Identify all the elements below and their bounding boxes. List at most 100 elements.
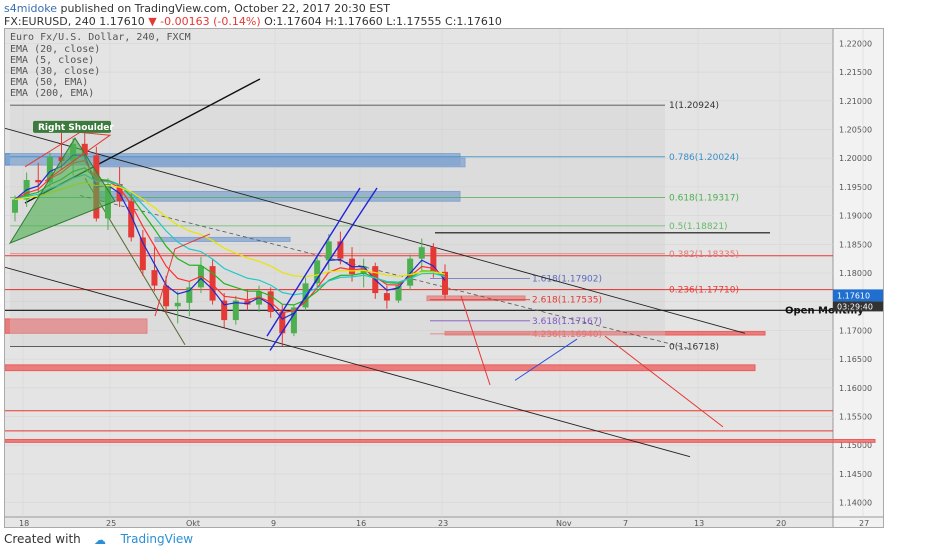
price-zone: [444, 331, 766, 336]
x-tick-label: 13: [694, 519, 704, 527]
fib-level-label: 0.786(1.20024): [669, 153, 739, 163]
symbol-price: FX:EURUSD, 240 1.17610: [4, 15, 145, 28]
y-tick-label: 1.14000: [839, 499, 872, 508]
y-tick-label: 1.18500: [839, 240, 872, 249]
y-tick-label: 1.15000: [839, 441, 872, 450]
legend-symbol: Euro Fx/U.S. Dollar, 240, FXCM: [10, 32, 191, 43]
publisher-line: s4midoke published on TradingView.com, O…: [4, 2, 390, 15]
y-tick-label: 1.18000: [839, 269, 872, 278]
fib-level-label: 0(1.16718): [669, 343, 719, 353]
tradingview-brand[interactable]: TradingView: [120, 532, 194, 546]
price-tag: [833, 289, 883, 302]
candle-body: [139, 237, 146, 271]
pattern-outline: [24, 131, 112, 182]
y-tick-label: 1.20000: [839, 154, 872, 163]
candle-body: [163, 285, 170, 307]
y-tick-label: 1.14500: [839, 470, 872, 479]
chart-panel[interactable]: 1.22000 1.21500 1.21000 1.20500 1.20000 1.195…: [4, 28, 884, 528]
candle-body: [128, 201, 135, 238]
candle-body: [383, 293, 390, 301]
y-tick-label: 1.19500: [839, 183, 872, 192]
x-tick-label: 23: [438, 519, 448, 527]
candle-body: [430, 247, 437, 272]
fib-level-label: 0.5(1.18821): [669, 222, 728, 232]
candle-body: [418, 247, 425, 259]
price-tag-label: 1.17610: [837, 291, 870, 300]
publisher-text: published on TradingView.com, October 22…: [56, 2, 390, 15]
candle-body: [395, 285, 402, 301]
candle-body: [442, 271, 448, 295]
candle-body: [35, 179, 42, 183]
y-tick-label: 1.20500: [839, 125, 872, 134]
rising-line: [266, 187, 361, 337]
x-tick-label: Nov: [556, 519, 572, 527]
candle-body: [325, 241, 332, 261]
legend-ema-5: EMA (5, close): [10, 55, 95, 66]
price-zone: [99, 157, 466, 168]
price-zone: [426, 295, 526, 302]
pattern-triangle: [8, 137, 116, 245]
x-tick-label: 18: [19, 519, 29, 527]
price-change: ▼ -0.00163 (-0.14%): [148, 15, 261, 28]
symbol-line: FX:EURUSD, 240 1.17610 ▼ -0.00163 (-0.14…: [4, 15, 502, 28]
candle-body: [279, 312, 286, 334]
x-tick-label: Okt: [186, 519, 200, 527]
candle-body: [290, 307, 297, 334]
candle-body: [46, 157, 53, 183]
channel-top-line: [5, 127, 746, 334]
rising-line: [269, 187, 378, 351]
candle-body: [81, 143, 88, 156]
fib-level-label: 0.236(1.17710): [669, 286, 739, 296]
price-zone: [5, 318, 148, 334]
y-tick-label: 1.16000: [839, 384, 872, 393]
fib-ext-label: 3.618(1.17167): [532, 317, 602, 327]
fib-level-label: 1(1.20924): [669, 101, 719, 111]
fib-ext-label: 1.618(1.17902): [532, 275, 602, 285]
ohlc-values: O:1.17604 H:1.17660 L:1.17555 C:1.17610: [264, 15, 502, 28]
tradingview-logo-icon: ☁: [94, 533, 106, 547]
legend-ema-200: EMA (200, EMA): [10, 88, 95, 99]
fib-ext-label: 2.618(1.17535): [532, 296, 602, 306]
channel-bottom-line: [5, 266, 691, 458]
price-zone: [5, 438, 876, 443]
candle-body: [209, 266, 216, 301]
publisher-user[interactable]: s4midoke: [4, 2, 57, 15]
footer: Created with ☁ TradingView: [4, 532, 194, 547]
legend-ema-20: EMA (20, close): [10, 44, 101, 55]
x-tick-label: 16: [356, 519, 366, 527]
y-tick-label: 1.19000: [839, 212, 872, 221]
fib-level-label: 0.382(1.18335): [669, 250, 739, 260]
fib-ext-label: 4.236(1.16940): [532, 330, 602, 340]
candle-body: [12, 199, 18, 213]
countdown-label: 03:29:40: [837, 302, 873, 311]
price-zone: [154, 236, 291, 242]
candle-body: [174, 302, 181, 307]
right-shoulder-label: Right Shoulder: [38, 123, 114, 133]
fib-level-label: 0.618(1.19317): [669, 193, 739, 203]
price-axis: [833, 29, 883, 527]
countdown-tag: [833, 301, 883, 312]
up-arrow: [514, 338, 578, 381]
candle-body: [232, 300, 239, 321]
open-monthly-label: Open Monthly: [785, 305, 864, 316]
created-with-label: Created with: [4, 532, 81, 546]
x-tick-label: 9: [271, 519, 276, 527]
price-chart[interactable]: 1.22000 1.21500 1.21000 1.20500 1.20000 1.195…: [5, 29, 883, 527]
candle-body: [244, 300, 251, 305]
y-tick-label: 1.21000: [839, 97, 872, 106]
legend-ema-30: EMA (30, close): [10, 66, 101, 77]
candle-body: [221, 300, 228, 321]
right-shoulder-badge: [33, 120, 111, 133]
down-arrow: [604, 335, 724, 428]
candle-body: [337, 241, 344, 259]
y-tick-label: 1.15500: [839, 413, 872, 422]
y-tick-label: 1.21500: [839, 68, 872, 77]
zigzag-line: [154, 233, 211, 317]
x-tick-label: 7: [623, 519, 628, 527]
x-tick-label: 20: [776, 519, 786, 527]
candle-body: [151, 270, 158, 286]
price-zone: [5, 364, 756, 372]
y-tick-label: 1.22000: [839, 39, 872, 48]
x-tick-label: 27: [859, 519, 869, 527]
y-tick-label: 1.16500: [839, 355, 872, 364]
